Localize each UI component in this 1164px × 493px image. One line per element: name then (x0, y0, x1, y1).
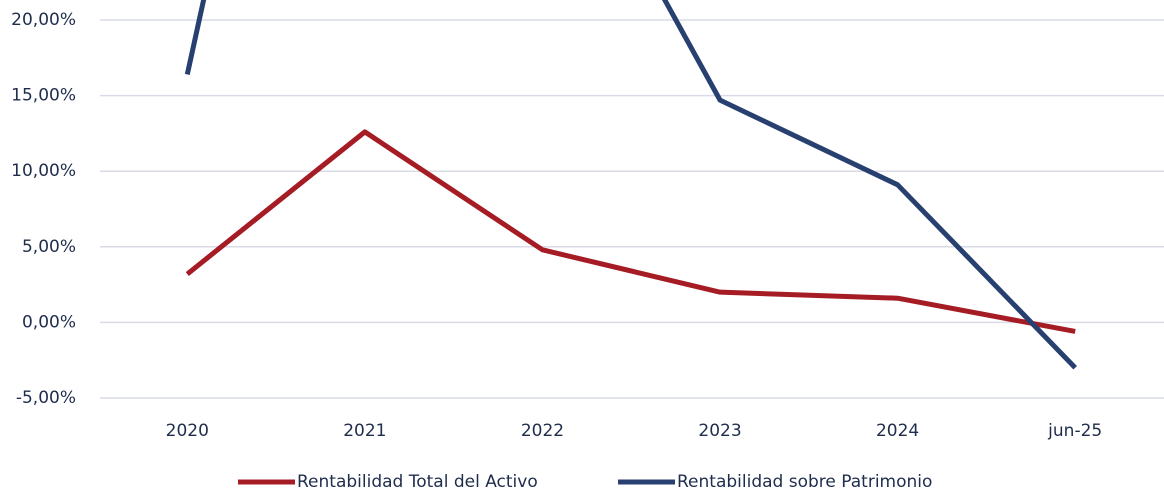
y-tick-label: -5,00% (16, 388, 76, 408)
x-tick-label: 2020 (166, 421, 209, 441)
data-line (184, 0, 1078, 370)
data-line (185, 129, 1076, 334)
y-tick-label: 20,00% (11, 10, 76, 30)
x-tick-label: 2024 (876, 421, 919, 441)
x-tick-label: 2023 (698, 421, 741, 441)
legend-label: Rentabilidad sobre Patrimonio (677, 472, 932, 492)
x-tick-label: 2021 (343, 421, 386, 441)
x-tick-label: 2022 (521, 421, 564, 441)
legend-label: Rentabilidad Total del Activo (297, 472, 538, 492)
grid (100, 19, 1164, 399)
plot-area (184, 0, 1078, 370)
y-tick-label: 10,00% (11, 161, 76, 181)
x-tick-label: jun-25 (1047, 421, 1102, 441)
y-tick-label: 5,00% (22, 237, 76, 257)
y-tick-label: 15,00% (11, 86, 76, 106)
y-tick-label: 0,00% (22, 312, 76, 332)
